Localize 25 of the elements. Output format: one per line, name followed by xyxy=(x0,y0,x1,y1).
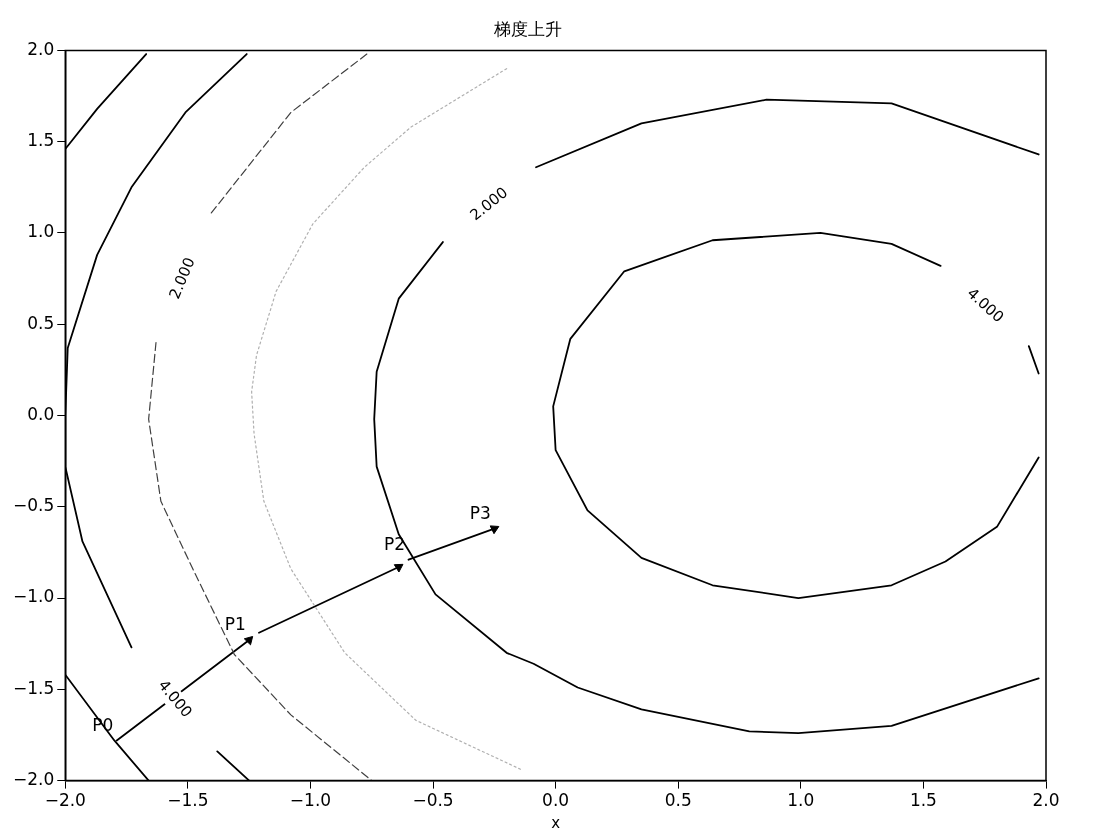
x-tick-label: −1.0 xyxy=(289,790,332,811)
y-tick-label: 0.0 xyxy=(27,403,55,424)
y-tick-label: 2.0 xyxy=(27,38,55,59)
chart-title: 梯度上升 xyxy=(493,18,562,39)
y-tick-label: −0.5 xyxy=(13,495,55,516)
x-tick-label: 1.5 xyxy=(909,790,937,811)
x-tick-label: 2.0 xyxy=(1032,790,1060,811)
x-tick-label: 1.0 xyxy=(787,790,815,811)
x-tick-label: −1.5 xyxy=(167,790,209,811)
y-tick-label: 1.0 xyxy=(27,221,55,242)
x-tick-label: 0.5 xyxy=(664,790,692,811)
y-tick-label: 1.5 xyxy=(27,130,55,151)
line-series xyxy=(251,68,522,771)
y-tick-label: −2.0 xyxy=(13,769,55,790)
annotation: P2 xyxy=(383,534,406,555)
x-tick-label: −0.5 xyxy=(412,790,454,811)
annotation: P1 xyxy=(224,614,246,635)
y-tick-label: −1.5 xyxy=(13,677,55,698)
annotation: 2.000 xyxy=(165,254,199,302)
y-tick-label: −1.0 xyxy=(13,586,55,607)
x-tick-label: −2.0 xyxy=(44,790,86,811)
y-tick-label: 0.5 xyxy=(27,312,55,333)
x-axis-title: x xyxy=(551,813,561,832)
annotation: P3 xyxy=(469,503,491,524)
x-tick-label: 0.0 xyxy=(542,790,570,811)
